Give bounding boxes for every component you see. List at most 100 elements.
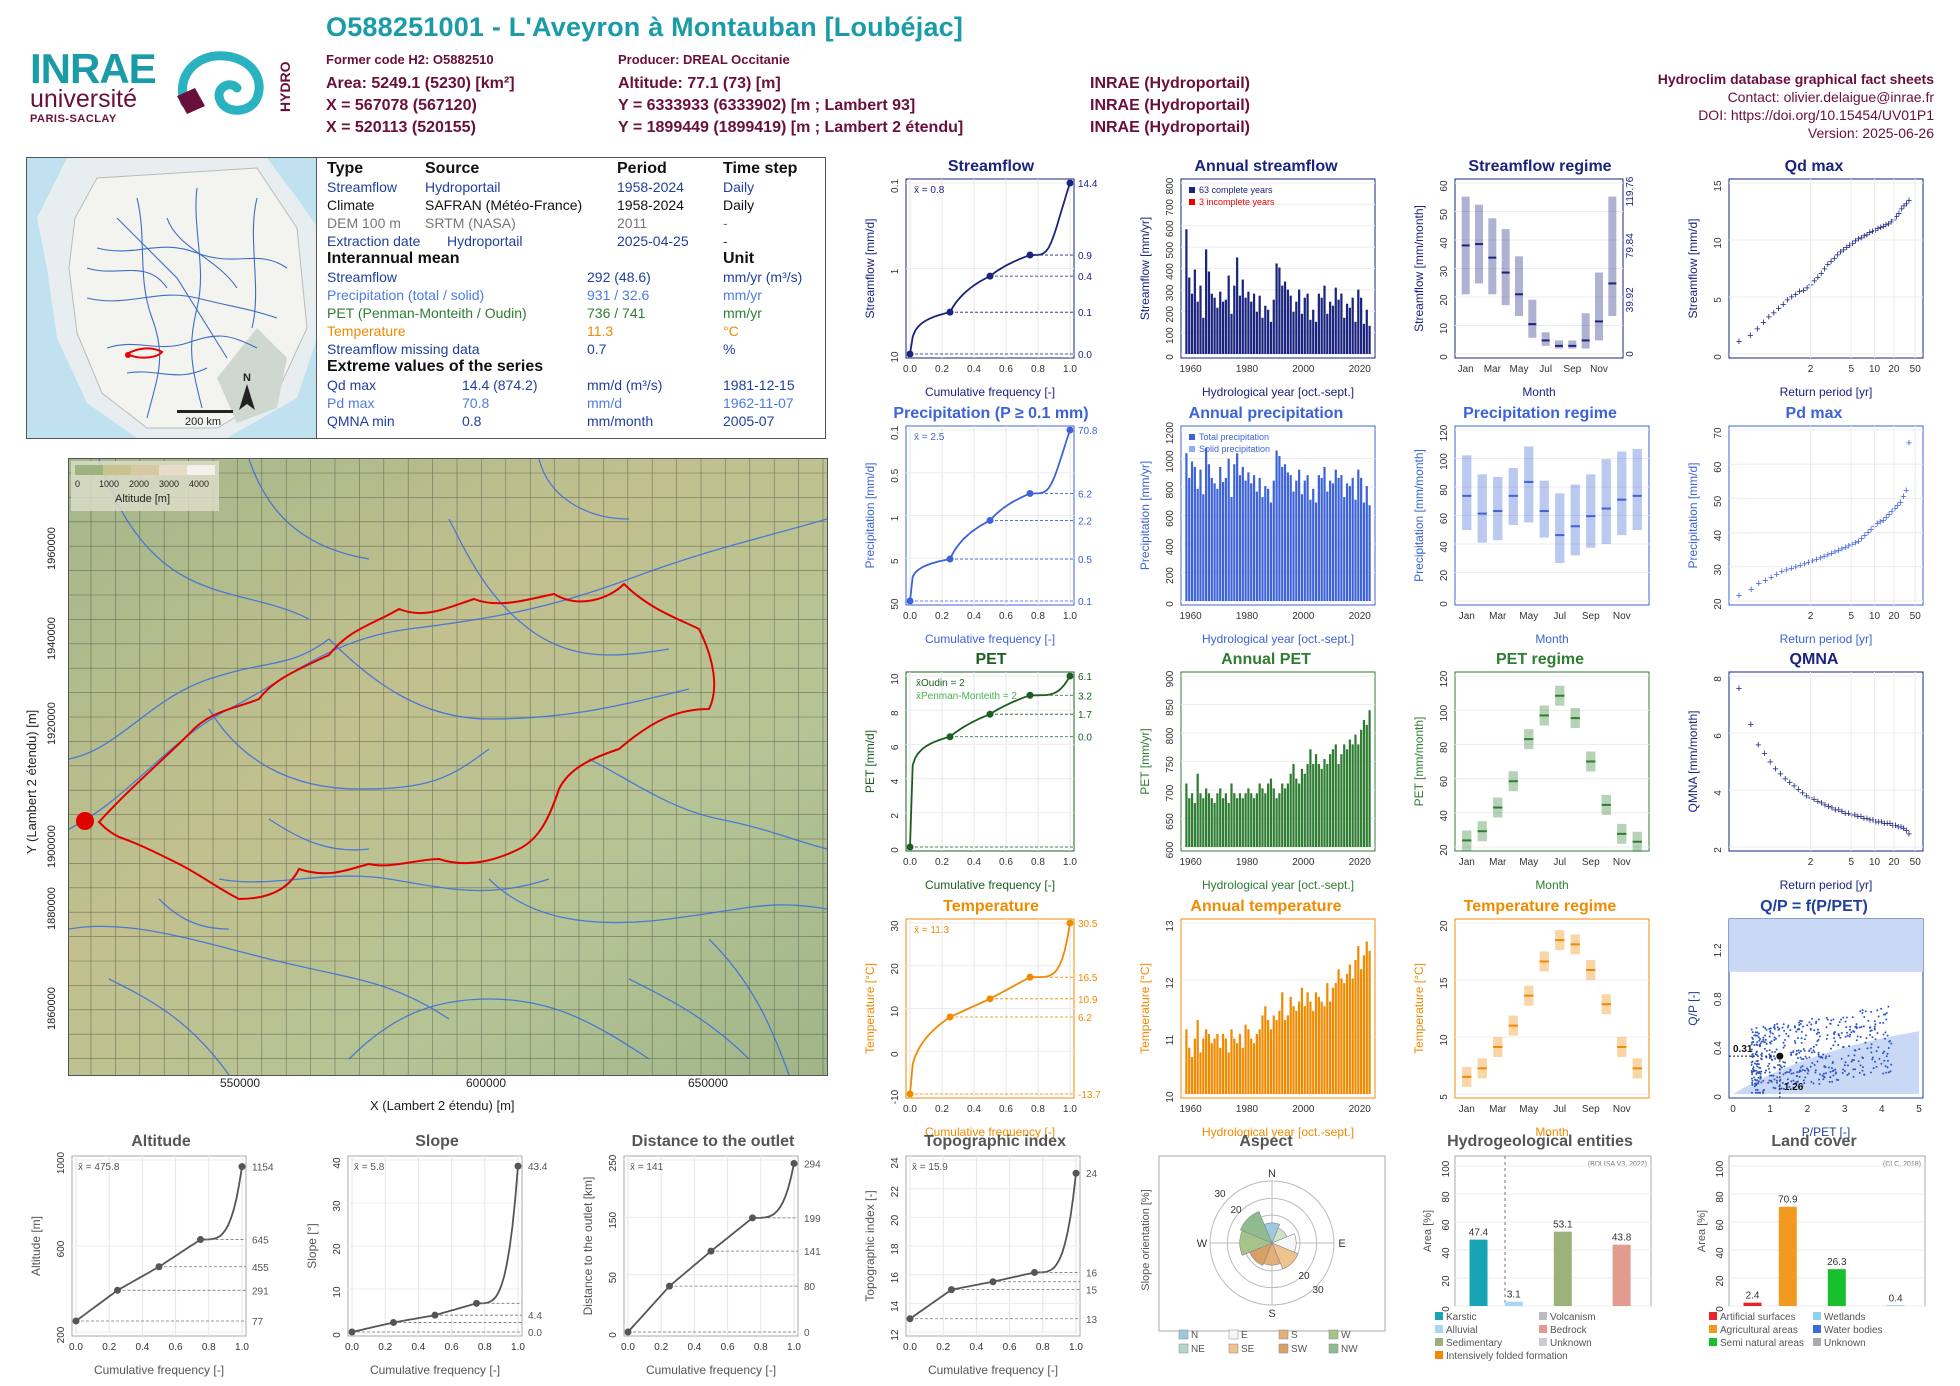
right-tick-label: 119.76 [1625, 176, 1636, 206]
data-point [1775, 1081, 1778, 1084]
data-point [1759, 1067, 1762, 1070]
chart-title: Annual streamflow [1194, 158, 1338, 175]
quantile-point [390, 1318, 397, 1326]
data-point [1800, 1041, 1803, 1044]
x-tick-label: Sep [1582, 1104, 1600, 1115]
data-point [1769, 1042, 1772, 1045]
legend-swatch [1709, 1338, 1717, 1346]
data-point [1781, 1026, 1784, 1029]
quantile-label: 80 [804, 1282, 816, 1293]
axis-label-y: Slope orientation [%] [1140, 1189, 1152, 1291]
data-point: + [1784, 294, 1790, 306]
legend-tick: 3000 [159, 479, 180, 489]
bar [1368, 950, 1371, 1094]
precipitation_regime-chart: Precipitation regime Precipitation [mm/mo… [1412, 405, 1650, 646]
legend-label: Sedimentary [1446, 1338, 1502, 1349]
data-point [1776, 1022, 1779, 1025]
data-point [1815, 1033, 1818, 1036]
bar [1345, 303, 1349, 354]
legend-label: Karstic [1446, 1312, 1477, 1323]
data-point [1862, 1057, 1865, 1060]
quantile-point [238, 1163, 246, 1171]
bar [1504, 1301, 1523, 1306]
data-point [1865, 1037, 1868, 1040]
data-point [1815, 1020, 1818, 1023]
precipitation-chart: Precipitation (P ≥ 0.1 mm) Precipitation … [863, 405, 1098, 646]
bar [1210, 293, 1213, 354]
chart-title: Precipitation (P ≥ 0.1 mm) [893, 405, 1088, 422]
doi-link[interactable]: DOI: https://doi.org/10.15454/UV01P1 [1698, 107, 1934, 123]
bar [1283, 464, 1287, 601]
bar [1283, 281, 1287, 354]
data-point [1869, 1071, 1872, 1074]
data-point [1809, 1027, 1812, 1030]
y-tick-label: 1000 [1165, 450, 1176, 473]
data-point: + [1885, 219, 1891, 231]
chart-title: Temperature regime [1464, 898, 1617, 915]
data-point [1885, 1071, 1888, 1074]
bar [1331, 987, 1335, 1094]
x-tick-label: 1980 [1236, 857, 1259, 868]
bar [1334, 744, 1337, 847]
bar [1269, 502, 1273, 601]
data-point: + [1815, 272, 1821, 284]
x-tick-label: 0.2 [935, 1104, 949, 1115]
x-tick-label: 0.0 [345, 1342, 359, 1353]
data-point [1768, 1071, 1771, 1074]
x-tick-label: 2000 [1292, 364, 1315, 375]
quantile-bar [1528, 299, 1537, 338]
x-tick-label: 5 [1848, 857, 1854, 868]
north-arrow-icon [239, 384, 255, 410]
data-point [1845, 1016, 1848, 1019]
axis-label-y: Precipitation [mm/d] [863, 462, 877, 568]
y-tick-label: 18 [890, 1243, 901, 1255]
data-point [1770, 1040, 1773, 1043]
data-point [1883, 1050, 1886, 1053]
legend-swatch [1539, 1325, 1547, 1333]
data-point [1829, 1070, 1832, 1073]
bar [1272, 1015, 1275, 1094]
y-tick-label: 22 [890, 1186, 901, 1198]
y-tick-label: 250 [608, 1154, 619, 1171]
y-tick-label: 5 [1713, 297, 1724, 303]
bar [1224, 1038, 1227, 1094]
x-tick-label: 2020 [1349, 1104, 1372, 1115]
data-point [1788, 1085, 1791, 1088]
data-point [1750, 1028, 1753, 1031]
bar [1233, 285, 1236, 354]
y-tick-label: 0 [1715, 1306, 1726, 1312]
legend-label: E [1241, 1330, 1248, 1341]
pet_regime-chart: PET regime PET [mm/month] Month 20 40 60 80 100… [1412, 651, 1650, 892]
data-point [1844, 1020, 1847, 1023]
x-tick-label: 0.4 [967, 1104, 981, 1115]
y-tick-label: 24 [890, 1157, 901, 1169]
y-tick-label: 800 [1165, 727, 1176, 744]
quantile-bar [1601, 459, 1611, 544]
bar [1743, 1302, 1762, 1306]
data-point [1825, 1026, 1828, 1029]
y-tick-label: 20 [1713, 598, 1724, 610]
data-point [1795, 1081, 1798, 1084]
quantile-label: 0.0 [1078, 733, 1092, 744]
france-map [37, 158, 325, 438]
bar [1345, 749, 1349, 847]
bar [1261, 788, 1264, 847]
data-point [1814, 1022, 1817, 1025]
x-tick-label: May [1519, 857, 1538, 868]
quantile-point [624, 1328, 632, 1336]
x-tick-label: Nov [1613, 1104, 1631, 1115]
quantile-point [749, 1214, 756, 1222]
quantile-label: 16 [1086, 1268, 1098, 1279]
data-point [1767, 1065, 1770, 1068]
quantile-point [986, 516, 994, 524]
bar [1190, 1057, 1194, 1094]
data-point [1797, 1049, 1800, 1052]
data-point [1799, 1019, 1802, 1022]
legend-swatch [1178, 1329, 1189, 1340]
legend-label: Intensively folded formation [1446, 1351, 1568, 1362]
map-ytick: 1860000 [46, 987, 58, 1030]
data-point: + [1881, 818, 1887, 830]
x-tick-label: 0.0 [903, 857, 917, 868]
quantile-point [948, 1286, 955, 1294]
bar [1286, 289, 1289, 354]
